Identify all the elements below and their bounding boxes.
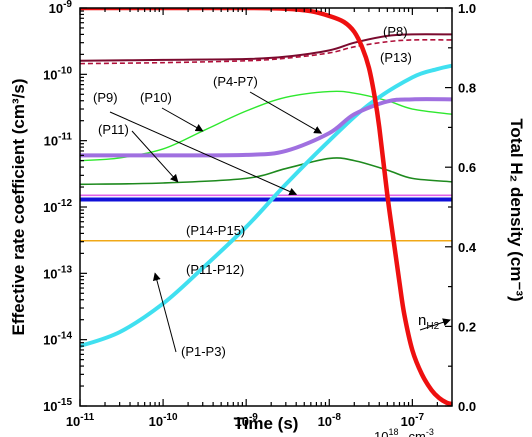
label-p14-p15: (P14-P15) xyxy=(186,223,245,238)
arrow-p11 xyxy=(131,130,179,183)
x-axis-title: Time (s) xyxy=(234,414,299,433)
clipped-bottom-text: 1018 cm-3 xyxy=(374,427,434,437)
arrow-nh2 xyxy=(419,318,451,331)
series-line-p10 xyxy=(80,90,452,162)
label-p13: (P13) xyxy=(380,50,412,65)
y-left-tick-label: 10-12 xyxy=(43,198,72,215)
label-p1-p3: (P1-P3) xyxy=(181,344,226,359)
arrow-p1-p3 xyxy=(152,272,177,353)
y-left-tick-label: 10-15 xyxy=(43,397,72,414)
series-line-p11 xyxy=(80,157,452,186)
label-p8: (P8) xyxy=(383,24,408,39)
arrow-p9 xyxy=(109,111,298,196)
series-line-p4-p7 xyxy=(80,97,452,158)
annotation-arrows xyxy=(109,91,451,353)
y-left-tick-label: 10-10 xyxy=(43,65,72,82)
y-left-tick-label: 10-9 xyxy=(49,0,73,16)
label-p4-p7: (P4-P7) xyxy=(213,74,258,89)
arrow-p4-p7 xyxy=(249,91,323,134)
y-axis-title-left: Effective rate coefficient (cm³/s) xyxy=(9,79,28,336)
y-right-tick-label: 0.8 xyxy=(458,81,476,96)
y-left-tick-label: 10-11 xyxy=(44,132,73,149)
series-line-p1-p3 xyxy=(80,63,452,348)
x-tick-label: 10-10 xyxy=(149,412,178,429)
y-right-tick-label: 0.4 xyxy=(458,240,477,255)
x-tick-label: 10-7 xyxy=(401,412,425,429)
label-nh2: nH2 xyxy=(418,312,440,332)
y-left-tick-label: 10-13 xyxy=(43,264,72,281)
series-line-p13 xyxy=(80,39,452,65)
y-left-tick-label: 10-14 xyxy=(43,331,72,348)
y-right-tick-label: 1.0 xyxy=(458,1,476,16)
x-tick-label: 10-11 xyxy=(66,412,95,429)
arrow-p10 xyxy=(161,107,204,132)
label-p9: (P9) xyxy=(93,90,118,105)
label-p11-p12: (P11-P12) xyxy=(186,262,244,277)
y-axis-title-right: Total H₂ density (cm⁻³) xyxy=(507,118,526,301)
series-line-p8 xyxy=(80,33,452,62)
y-right-tick-label: 0.2 xyxy=(458,319,476,334)
y-right-tick-label: 0.6 xyxy=(458,160,476,175)
y-right-tick-label: 0.0 xyxy=(458,399,476,414)
label-p10: (P10) xyxy=(140,90,172,105)
x-tick-label: 10-8 xyxy=(318,412,342,429)
label-p11: (P11) xyxy=(98,122,129,137)
x-tick-label: 10-9 xyxy=(234,412,258,429)
